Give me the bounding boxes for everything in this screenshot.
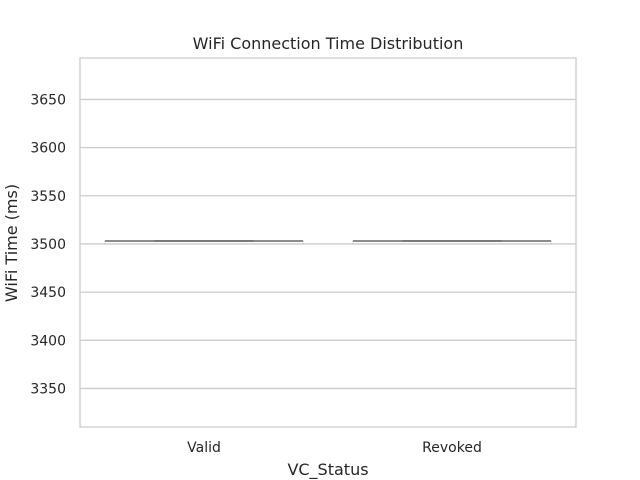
plot-frame <box>79 57 577 428</box>
y-tick-label: 3600 <box>30 141 66 157</box>
y-tick-label: 3500 <box>30 237 66 253</box>
y-tick-label: 3450 <box>30 285 66 301</box>
y-axis-ticks: 3350 3400 3450 3500 3550 3600 3650 <box>30 92 66 397</box>
chart-title: WiFi Connection Time Distribution <box>193 34 464 53</box>
x-axis-title: VC_Status <box>287 460 368 480</box>
y-tick-label: 3650 <box>30 92 66 108</box>
y-tick-label: 3400 <box>30 333 66 349</box>
y-tick-label: 3350 <box>30 381 66 397</box>
x-axis-ticks: Valid Revoked <box>187 440 482 456</box>
y-axis-title: WiFi Time (ms) <box>2 184 21 302</box>
y-tick-label: 3550 <box>30 189 66 205</box>
x-tick-label: Revoked <box>422 440 482 456</box>
grid-lines <box>80 98 576 390</box>
x-tick-label: Valid <box>187 440 221 456</box>
